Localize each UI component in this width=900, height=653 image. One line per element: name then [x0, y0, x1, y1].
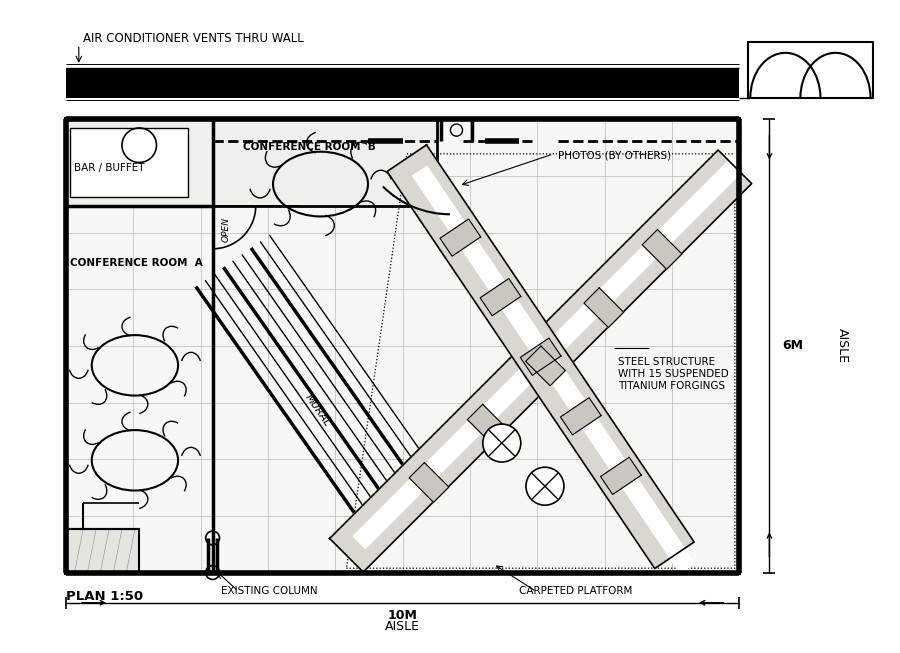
Text: AIR CONDITIONER VENTS THRU WALL: AIR CONDITIONER VENTS THRU WALL — [83, 31, 304, 44]
Text: 6M: 6M — [782, 340, 804, 353]
Text: PHOTOS (BY OTHERS): PHOTOS (BY OTHERS) — [558, 150, 671, 160]
Polygon shape — [440, 219, 481, 256]
Polygon shape — [520, 338, 561, 375]
Polygon shape — [387, 145, 694, 569]
Polygon shape — [561, 398, 601, 435]
Bar — [66, 119, 212, 206]
Circle shape — [482, 424, 521, 462]
Polygon shape — [584, 288, 624, 328]
Text: EXISTING COLUMN: EXISTING COLUMN — [221, 586, 318, 596]
Text: AISLE: AISLE — [385, 620, 420, 633]
Bar — [748, 42, 873, 98]
Bar — [66, 530, 140, 573]
Polygon shape — [600, 457, 642, 494]
Text: CARPETED PLATFORM: CARPETED PLATFORM — [519, 586, 633, 596]
Bar — [66, 67, 739, 98]
Polygon shape — [643, 230, 682, 269]
Polygon shape — [329, 150, 752, 572]
Text: STEEL STRUCTURE
WITH 15 SUSPENDED
TITANIUM FORGINGS: STEEL STRUCTURE WITH 15 SUSPENDED TITANI… — [618, 357, 729, 390]
Text: CONFERENCE ROOM  B: CONFERENCE ROOM B — [243, 142, 375, 151]
Bar — [70, 128, 187, 197]
Polygon shape — [526, 346, 565, 386]
Bar — [751, 86, 870, 102]
Text: CONFERENCE ROOM  A: CONFERENCE ROOM A — [70, 258, 202, 268]
Bar — [66, 119, 739, 573]
Bar — [66, 119, 739, 573]
Text: 10M: 10M — [388, 609, 418, 622]
Text: AISLE: AISLE — [836, 328, 850, 364]
Text: OPEN: OPEN — [221, 217, 230, 242]
Polygon shape — [412, 167, 695, 573]
Text: MURAL: MURAL — [303, 392, 332, 428]
Polygon shape — [354, 148, 754, 549]
Polygon shape — [481, 279, 521, 316]
Text: PLAN 1:50: PLAN 1:50 — [66, 590, 143, 603]
Polygon shape — [410, 462, 449, 502]
Text: BAR / BUFFET: BAR / BUFFET — [75, 163, 145, 173]
Circle shape — [526, 467, 564, 505]
Bar — [212, 119, 437, 206]
Polygon shape — [467, 404, 507, 444]
